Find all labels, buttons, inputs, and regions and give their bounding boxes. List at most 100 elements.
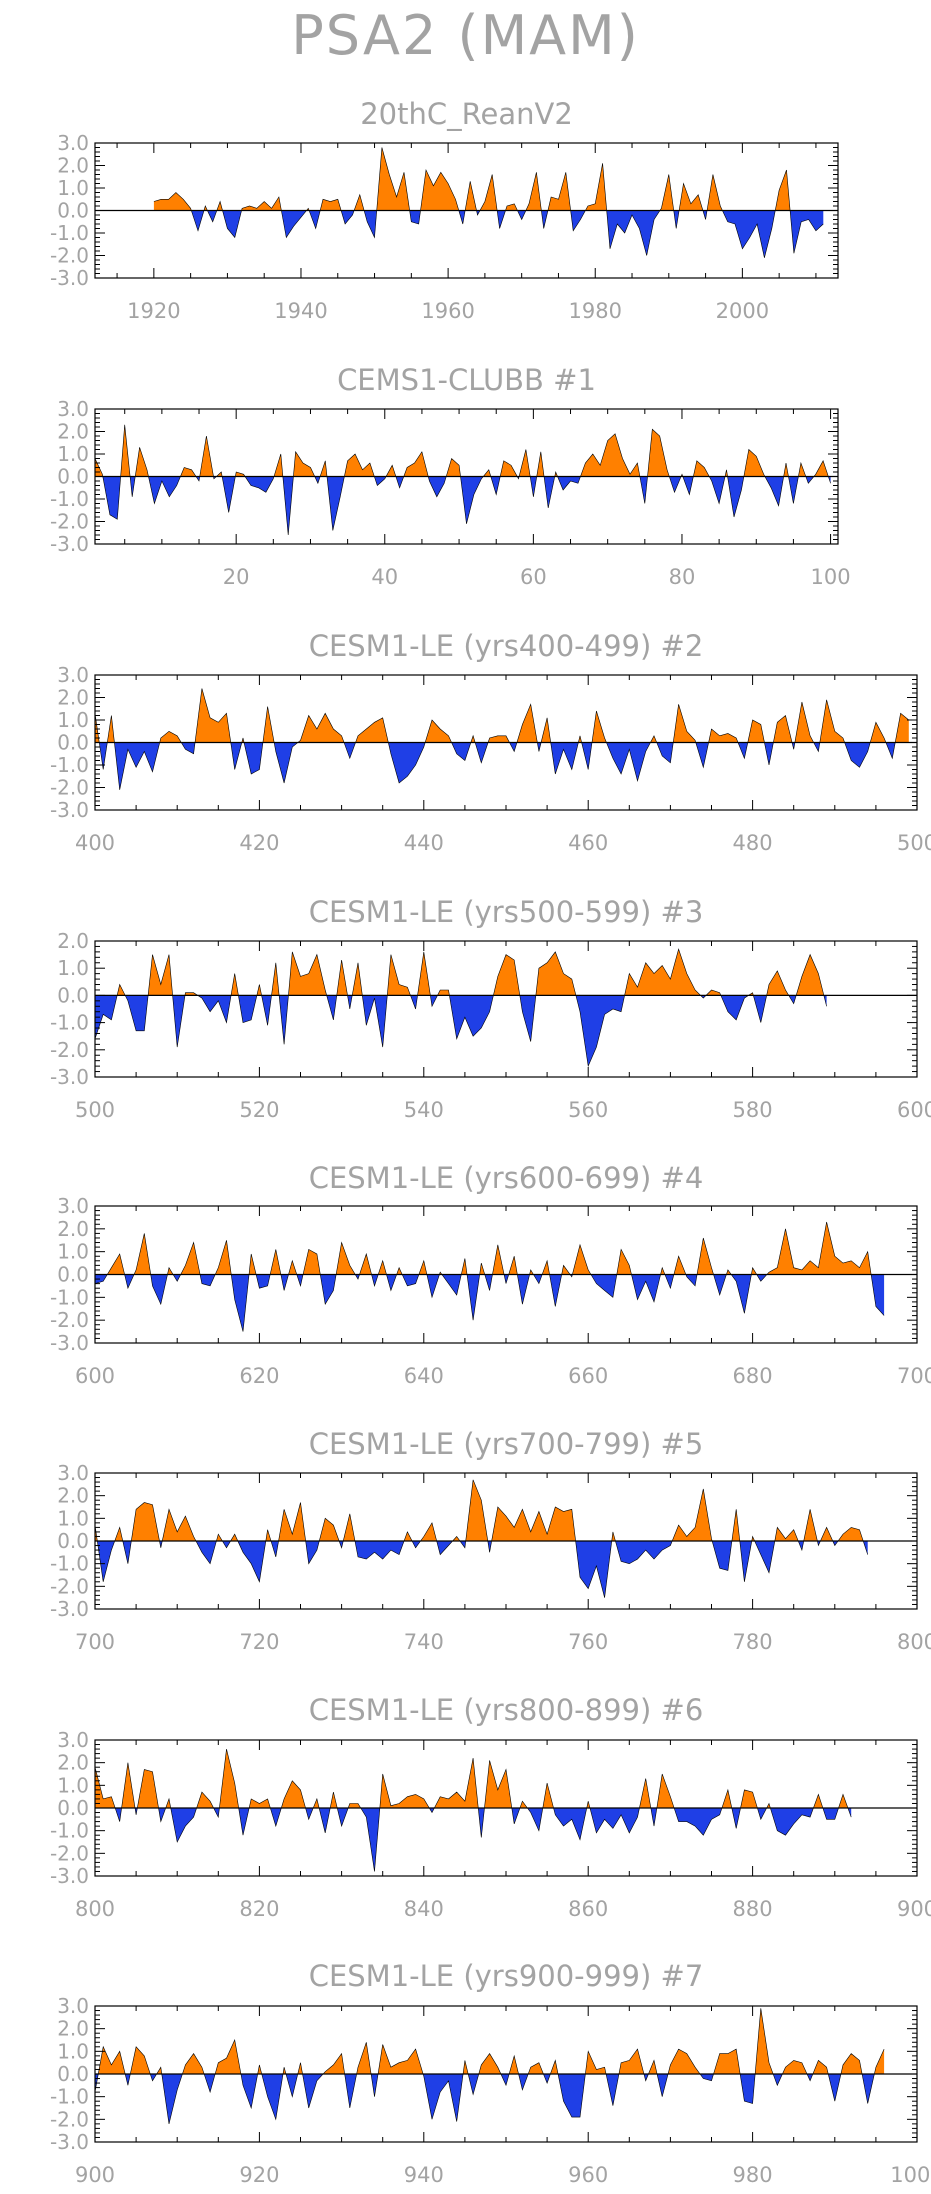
y-tick-label: -3.0 — [50, 798, 89, 822]
y-tick-label: -3.0 — [50, 2130, 89, 2154]
positive-area — [95, 688, 909, 743]
positive-area — [95, 1749, 852, 1808]
panel-title: CESM1-LE (yrs400-499) #2 — [309, 629, 704, 663]
y-tick-label: 3.0 — [57, 131, 89, 155]
y-tick-label: 2.0 — [57, 1217, 89, 1241]
x-tick-label: 720 — [239, 1630, 279, 1654]
panel-title: CESM1-LE (yrs500-599) #3 — [309, 895, 704, 929]
positive-area — [95, 1222, 885, 1275]
y-tick-label: 2.0 — [57, 929, 89, 953]
panel-title: CESM1-LE (yrs700-799) #5 — [309, 1427, 704, 1461]
y-tick-label: -1.0 — [50, 753, 89, 777]
x-tick-label: 600 — [897, 1098, 931, 1122]
x-tick-label: 460 — [568, 831, 608, 855]
negative-area — [95, 742, 909, 790]
y-tick-label: -3.0 — [50, 1331, 89, 1355]
x-tick-label: 520 — [239, 1098, 279, 1122]
positive-area — [153, 147, 824, 211]
y-tick-label: 1.0 — [57, 708, 89, 732]
x-tick-label: 40 — [371, 565, 398, 589]
series-line — [94, 1749, 852, 1872]
x-tick-label: 1000 — [890, 2163, 931, 2187]
y-tick-label: 1.0 — [57, 442, 89, 466]
x-tick-label: 980 — [733, 2163, 773, 2187]
positive-area — [95, 2008, 885, 2074]
series-line — [94, 688, 909, 790]
y-tick-label: -2.0 — [50, 1841, 89, 1865]
y-tick-label: -2.0 — [50, 776, 89, 800]
x-tick-label: 960 — [568, 2163, 608, 2187]
page-title: PSA2 (MAM) — [291, 4, 640, 67]
y-tick-label: 1.0 — [57, 1506, 89, 1530]
x-tick-label: 700 — [897, 1364, 931, 1388]
negative-area — [95, 995, 827, 1067]
x-tick-label: 1920 — [127, 299, 180, 323]
negative-area — [153, 210, 824, 258]
y-tick-label: 2.0 — [57, 420, 89, 444]
y-tick-label: 1.0 — [57, 1773, 89, 1797]
y-tick-label: 1.0 — [57, 956, 89, 980]
y-tick-label: 0.0 — [57, 1529, 89, 1553]
x-tick-label: 660 — [568, 1364, 608, 1388]
x-tick-label: 700 — [75, 1630, 115, 1654]
x-tick-label: 540 — [404, 1098, 444, 1122]
y-tick-label: 1.0 — [57, 1240, 89, 1264]
x-tick-label: 1960 — [421, 299, 474, 323]
x-tick-label: 1980 — [569, 299, 622, 323]
y-tick-label: -3.0 — [50, 1864, 89, 1888]
y-tick-label: -3.0 — [50, 1597, 89, 1621]
x-tick-label: 900 — [75, 2163, 115, 2187]
x-tick-label: 920 — [239, 2163, 279, 2187]
panel-title: CESM1-LE (yrs900-999) #7 — [309, 1959, 704, 1993]
x-tick-label: 440 — [404, 831, 444, 855]
positive-area — [95, 424, 831, 477]
x-tick-label: 900 — [897, 1897, 931, 1921]
x-tick-label: 2000 — [716, 299, 769, 323]
positive-area — [95, 1479, 868, 1541]
x-tick-label: 680 — [733, 1364, 773, 1388]
y-tick-label: 2.0 — [57, 1751, 89, 1775]
x-tick-label: 860 — [568, 1897, 608, 1921]
series-line — [94, 2008, 885, 2124]
x-tick-label: 100 — [811, 565, 851, 589]
x-tick-label: 640 — [404, 1364, 444, 1388]
negative-area — [95, 476, 831, 535]
x-tick-label: 420 — [239, 831, 279, 855]
negative-area — [95, 1808, 852, 1872]
panel-title: CEMS1-CLUBB #1 — [337, 363, 596, 397]
x-tick-label: 880 — [733, 1897, 773, 1921]
series-line — [94, 1479, 868, 1598]
y-tick-label: -1.0 — [50, 1819, 89, 1843]
x-tick-label: 820 — [239, 1897, 279, 1921]
y-tick-label: -1.0 — [50, 2085, 89, 2109]
y-tick-label: 3.0 — [57, 663, 89, 687]
x-tick-label: 760 — [568, 1630, 608, 1654]
x-tick-label: 60 — [520, 565, 547, 589]
y-tick-label: 0.0 — [57, 983, 89, 1007]
y-tick-label: 1.0 — [57, 2039, 89, 2063]
x-tick-label: 800 — [75, 1897, 115, 1921]
x-tick-label: 480 — [733, 831, 773, 855]
y-tick-label: -1.0 — [50, 1285, 89, 1309]
y-tick-label: -2.0 — [50, 510, 89, 534]
panel-title: 20thC_ReanV2 — [360, 97, 573, 131]
y-tick-label: 0.0 — [57, 731, 89, 755]
x-tick-label: 580 — [733, 1098, 773, 1122]
y-tick-label: -2.0 — [50, 2107, 89, 2131]
panel-title: CESM1-LE (yrs600-699) #4 — [309, 1161, 704, 1195]
y-tick-label: 3.0 — [57, 397, 89, 421]
series-line — [94, 424, 831, 536]
x-tick-label: 840 — [404, 1897, 444, 1921]
y-tick-label: 3.0 — [57, 1194, 89, 1218]
x-tick-label: 940 — [404, 2163, 444, 2187]
y-tick-label: 2.0 — [57, 2017, 89, 2041]
x-tick-label: 600 — [75, 1364, 115, 1388]
y-tick-label: 0.0 — [57, 199, 89, 223]
y-tick-label: 3.0 — [57, 1728, 89, 1752]
x-tick-label: 80 — [669, 565, 696, 589]
x-tick-label: 500 — [75, 1098, 115, 1122]
negative-area — [95, 2074, 885, 2124]
x-tick-label: 740 — [404, 1630, 444, 1654]
x-tick-label: 400 — [75, 831, 115, 855]
x-tick-label: 560 — [568, 1098, 608, 1122]
